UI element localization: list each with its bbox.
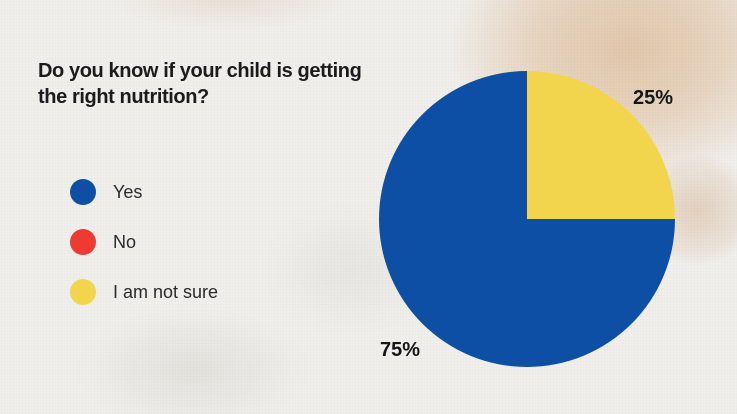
legend-item-not-sure: I am not sure [70, 279, 218, 305]
chart-title-line1: Do you know if your child is getting [38, 60, 362, 82]
chart-title-line2: the right nutrition? [38, 86, 209, 108]
legend-item-yes: Yes [70, 179, 218, 205]
slice-label-not-sure: 25% [633, 87, 674, 109]
legend-label: I am not sure [113, 281, 219, 302]
slice-label-yes: 75% [380, 339, 421, 361]
watercolor-wash-top-left [60, 0, 400, 50]
legend-swatch-circle [70, 179, 96, 205]
legend-item-no: No [70, 229, 218, 255]
legend-swatch-circle [70, 229, 96, 255]
pie-chart [379, 71, 675, 367]
chart-title: Do you know if your child is getting the… [38, 58, 362, 110]
legend-swatch-circle [70, 279, 96, 305]
legend-label: Yes [113, 181, 143, 202]
legend-label: No [113, 231, 137, 252]
legend: Yes No I am not sure [70, 179, 218, 329]
